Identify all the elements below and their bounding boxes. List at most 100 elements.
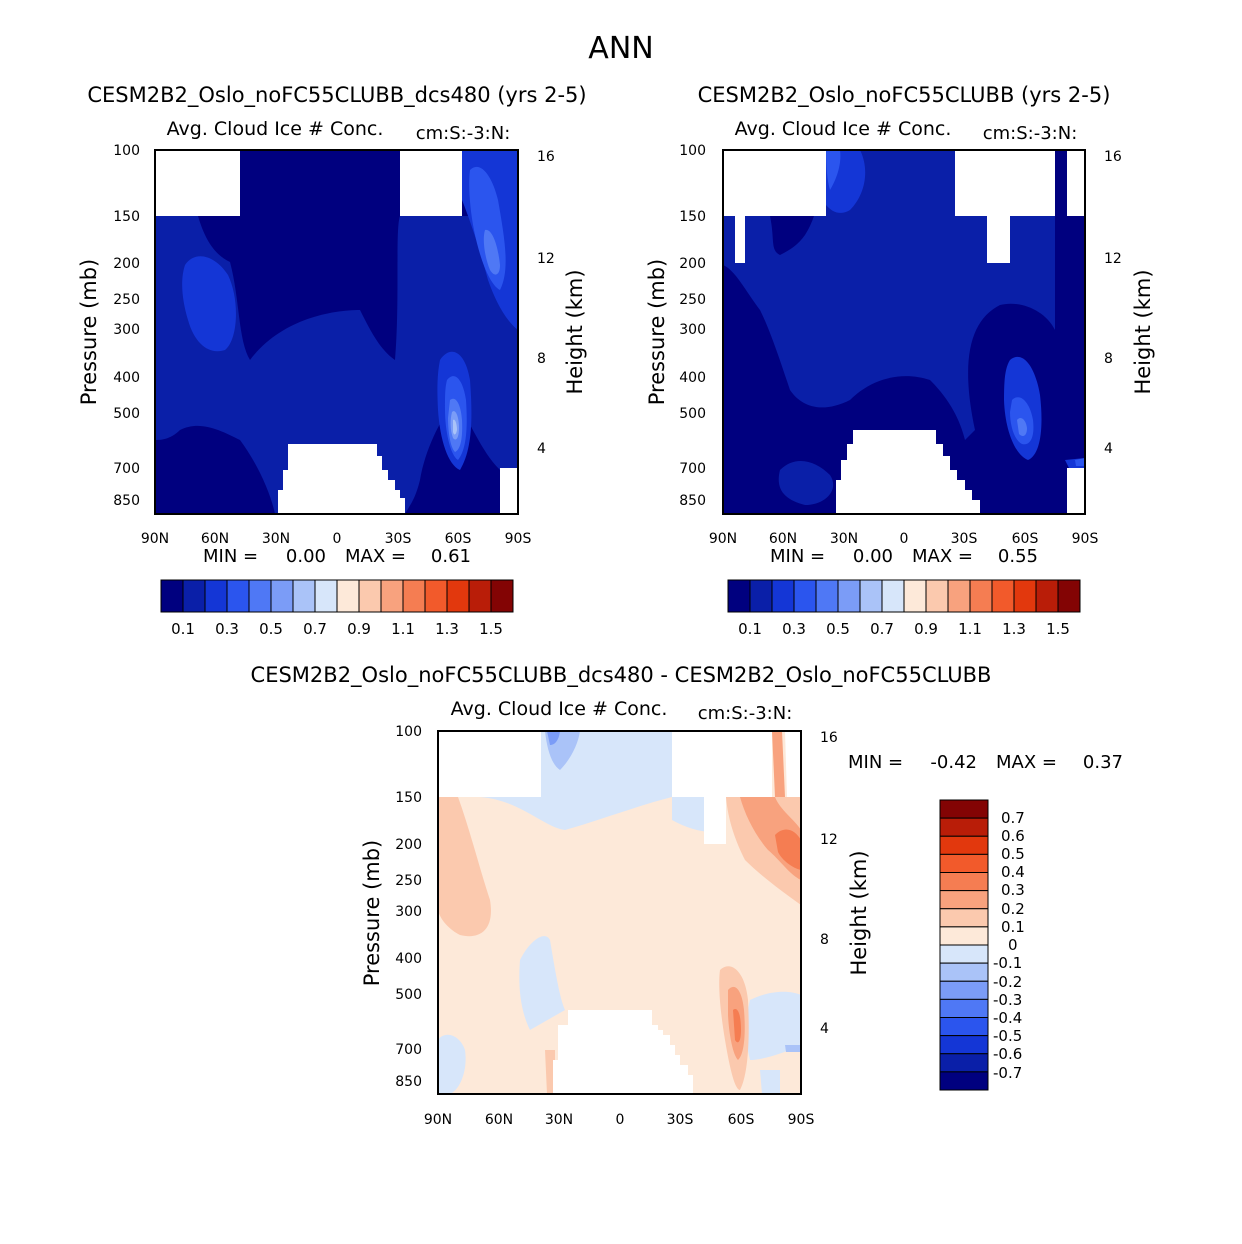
panel-3-ytick: 250: [395, 873, 422, 889]
panel-3-colorbar-label: 0.3: [1001, 881, 1025, 899]
panel-1-min-label: MIN =: [203, 546, 258, 567]
colorbar-swatch: [336, 579, 360, 613]
panel-2-frame: [722, 149, 1086, 515]
panel-3-title: CESM2B2_Oslo_noFC55CLUBB_dcs480 - CESM2B…: [251, 663, 992, 688]
panel-3-ytick: 100: [395, 724, 422, 740]
panel-1-ytick: 200: [113, 256, 140, 272]
panel-2-ytick-right: 8: [1104, 351, 1113, 367]
panel-3-pos-4: [733, 829, 801, 1043]
panel-1-yticks: 100 150 200 250 300 400 500 700 850: [113, 143, 140, 509]
colorbar-swatch: [939, 799, 989, 819]
panel-2-topo: [723, 150, 1085, 514]
colorbar-swatch: [182, 579, 206, 613]
panel-3-xtick: 60N: [485, 1112, 513, 1128]
colorbar-swatch: [947, 579, 971, 613]
panel-3-ytick: 500: [395, 987, 422, 1003]
panel-2-xticks: 90N 60N 30N 0 30S 60S 90S: [709, 531, 1099, 547]
panel-2-xtick: 90N: [709, 531, 737, 547]
colorbar-swatch: [248, 579, 272, 613]
colorbar-swatch: [1013, 579, 1037, 613]
panel-1-xtick: 30S: [385, 531, 412, 547]
panel-1-max-value: 0.61: [431, 546, 471, 567]
panel-1-xtick: 60N: [201, 531, 229, 547]
panel-2-ytick: 300: [679, 322, 706, 338]
panel-3-colorbar-label: -0.4: [993, 1009, 1022, 1027]
panel-3-colorbar-label: 0.5: [1001, 845, 1025, 863]
panel-3-xtick: 30N: [545, 1112, 573, 1128]
colorbar-swatch: [939, 1053, 989, 1073]
panel-1-ytick: 500: [113, 406, 140, 422]
colorbar-swatch: [815, 579, 839, 613]
colorbar-swatch: [939, 890, 989, 910]
colorbar-swatch: [925, 579, 949, 613]
panel-3-ytick-right: 4: [820, 1021, 829, 1037]
colorbar-swatch: [160, 579, 184, 613]
panel-3-xtick: 90N: [424, 1112, 452, 1128]
colorbar-swatch: [939, 1071, 989, 1091]
panel-3-subtitle: Avg. Cloud Ice # Conc.: [451, 698, 668, 720]
panel-2-ytick-right: 4: [1104, 441, 1113, 457]
colorbar-swatch: [749, 579, 773, 613]
panel-1-ytick: 700: [113, 461, 140, 477]
panel-1-yticks-right: 16 12 8 4: [537, 149, 555, 457]
colorbar-swatch: [881, 579, 905, 613]
panel-1-band-1: [155, 216, 518, 514]
panel-1-colorbar-label: 1.1: [391, 620, 415, 638]
panel-3-xtick: 30S: [667, 1112, 694, 1128]
panel-2-colorbar-label: 0.3: [782, 620, 806, 638]
panel-3-max-label: MAX =: [996, 752, 1057, 773]
panel-2-colorbar-label: 1.1: [958, 620, 982, 638]
colorbar-swatch: [380, 579, 404, 613]
panel-2-units: cm:S:-3:N:: [983, 123, 1078, 144]
colorbar-swatch: [859, 579, 883, 613]
panel-1-xticks: 90N 60N 30N 0 30S 60S 90S: [141, 531, 532, 547]
panel-2: CESM2B2_Oslo_noFC55CLUBB (yrs 2-5) Avg. …: [645, 83, 1155, 638]
colorbar-swatch: [939, 1035, 989, 1055]
panel-1-ytick: 100: [113, 143, 140, 159]
panel-3-pos-3: [728, 731, 801, 1060]
panel-1-colorbar-label: 1.5: [479, 620, 503, 638]
panel-2-ytick: 250: [679, 292, 706, 308]
colorbar-swatch: [939, 853, 989, 873]
panel-1-xtick: 0: [333, 531, 342, 547]
panel-2-yticks-right: 16 12 8 4: [1104, 149, 1122, 457]
panel-3-neg-3: [547, 731, 560, 745]
panel-1-max-label: MAX =: [345, 546, 406, 567]
colorbar-swatch: [903, 579, 927, 613]
panel-3-ytick-right: 16: [820, 730, 838, 746]
panel-2-ytick: 850: [679, 493, 706, 509]
panel-3-frame: [437, 730, 802, 1095]
panel-2-band-4: [1017, 417, 1027, 436]
panel-1-frame: [154, 149, 519, 515]
colorbar-swatch: [314, 579, 338, 613]
panel-2-min-label: MIN =: [770, 546, 825, 567]
panel-1-ytick: 300: [113, 322, 140, 338]
panel-1-colorbar-label: 1.3: [435, 620, 459, 638]
panel-3-min-label: MIN =: [848, 752, 903, 773]
panel-2-band-1: [723, 150, 1055, 505]
panel-2-colorbar-label: 0.7: [870, 620, 894, 638]
panel-2-ytick-right: 12: [1104, 251, 1122, 267]
panel-1-ytick: 250: [113, 292, 140, 308]
panel-1-colorbar-labels: 0.1 0.3 0.5 0.7 0.9 1.1 1.3 1.5: [171, 620, 503, 638]
panel-3-colorbar-label: -0.5: [993, 1027, 1022, 1045]
colorbar-swatch: [939, 962, 989, 982]
colorbar-swatch: [292, 579, 316, 613]
panel-2-ytick: 100: [679, 143, 706, 159]
colorbar-swatch: [771, 579, 795, 613]
panel-1-band-6: [453, 419, 457, 435]
panel-2-xtick: 60S: [1012, 531, 1039, 547]
colorbar-swatch: [939, 926, 989, 946]
panel-1-ytick: 400: [113, 370, 140, 386]
panel-3: CESM2B2_Oslo_noFC55CLUBB_dcs480 - CESM2B…: [251, 663, 1123, 1128]
colorbar-swatch: [402, 579, 426, 613]
colorbar-swatch: [991, 579, 1015, 613]
figure-title: ANN: [588, 31, 653, 66]
panel-3-yticks: 100 150 200 250 300 400 500 700 850: [395, 724, 422, 1090]
colorbar-swatch: [226, 579, 250, 613]
panel-1: CESM2B2_Oslo_noFC55CLUBB_dcs480 (yrs 2-5…: [77, 83, 587, 638]
colorbar-swatch: [270, 579, 294, 613]
panel-1-topo: [155, 150, 518, 514]
panel-3-colorbar-label: -0.7: [993, 1064, 1022, 1082]
